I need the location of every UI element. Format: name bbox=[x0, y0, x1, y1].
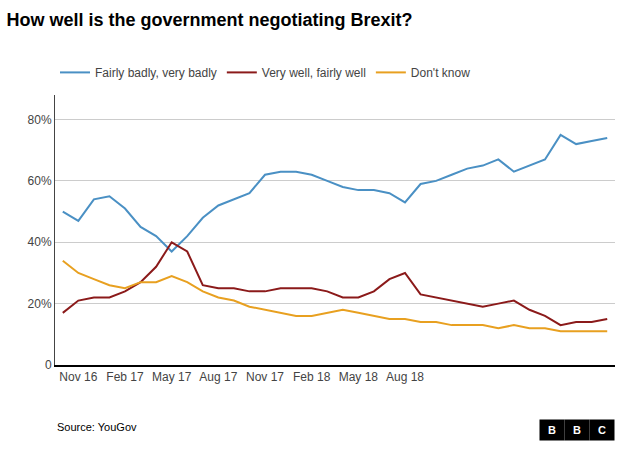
svg-text:How well is the government neg: How well is the government negotiating B… bbox=[6, 10, 412, 30]
svg-text:Nov 17: Nov 17 bbox=[246, 370, 284, 384]
svg-text:B: B bbox=[548, 424, 556, 436]
svg-text:0: 0 bbox=[45, 358, 52, 372]
svg-text:20%: 20% bbox=[28, 297, 52, 311]
svg-text:Fairly badly, very badly: Fairly badly, very badly bbox=[95, 66, 217, 80]
svg-text:Aug 18: Aug 18 bbox=[386, 370, 424, 384]
svg-text:May 18: May 18 bbox=[339, 370, 379, 384]
svg-text:60%: 60% bbox=[28, 174, 52, 188]
svg-text:Feb 17: Feb 17 bbox=[106, 370, 144, 384]
svg-text:Aug 17: Aug 17 bbox=[199, 370, 237, 384]
svg-text:B: B bbox=[573, 424, 581, 436]
svg-text:80%: 80% bbox=[28, 113, 52, 127]
svg-text:Very well, fairly well: Very well, fairly well bbox=[262, 66, 366, 80]
svg-text:C: C bbox=[598, 424, 606, 436]
svg-text:Feb 18: Feb 18 bbox=[293, 370, 331, 384]
svg-text:Don't know: Don't know bbox=[411, 66, 470, 80]
svg-text:May 17: May 17 bbox=[152, 370, 192, 384]
svg-text:Source: YouGov: Source: YouGov bbox=[57, 421, 137, 433]
svg-text:40%: 40% bbox=[28, 235, 52, 249]
svg-text:Nov 16: Nov 16 bbox=[59, 370, 97, 384]
